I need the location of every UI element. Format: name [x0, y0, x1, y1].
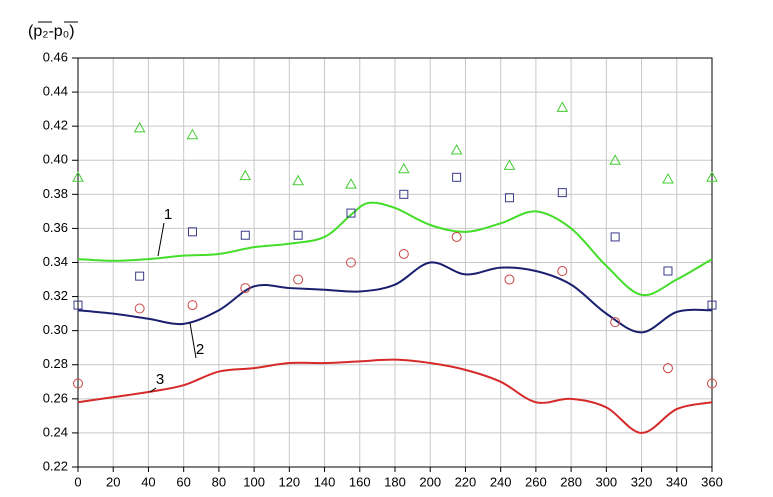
- square-marker: [293, 230, 303, 240]
- circle-marker: [134, 303, 145, 314]
- y-tick-label: 0.30: [43, 322, 68, 337]
- square-marker: [73, 300, 83, 310]
- curve-label: 3: [156, 371, 164, 388]
- y-tick-label: 0.42: [43, 118, 68, 133]
- y-tick-label: 0.32: [43, 288, 68, 303]
- x-tick-label: 180: [384, 474, 406, 489]
- x-tick-label: 100: [243, 474, 265, 489]
- leader-line: [157, 222, 165, 257]
- x-tick-label: 200: [419, 474, 441, 489]
- y-tick-label: 0.28: [43, 356, 68, 371]
- curve-label: 1: [164, 206, 172, 223]
- x-tick-label: 280: [560, 474, 582, 489]
- x-tick-label: 60: [176, 474, 190, 489]
- circle-marker: [451, 231, 462, 242]
- y-tick-label: 0.24: [43, 424, 68, 439]
- square-marker: [557, 188, 567, 198]
- x-tick-label: 220: [455, 474, 477, 489]
- triangle-marker: [556, 101, 569, 112]
- square-marker: [707, 300, 717, 310]
- curve: [77, 201, 713, 297]
- x-tick-label: 120: [278, 474, 300, 489]
- y-tick-label: 0.38: [43, 186, 68, 201]
- circle-marker: [707, 378, 717, 389]
- circle-marker: [557, 266, 568, 277]
- x-tick-label: 320: [631, 474, 653, 489]
- square-marker: [504, 193, 514, 203]
- circle-marker: [345, 257, 356, 268]
- circle-marker: [610, 317, 621, 328]
- y-tick-label: 0.26: [43, 390, 68, 405]
- circle-marker: [187, 300, 198, 311]
- y-tick-label: 0.36: [43, 220, 68, 235]
- circle-marker: [662, 363, 673, 374]
- curve: [77, 261, 713, 334]
- x-tick-label: 260: [525, 474, 547, 489]
- x-tick-label: 80: [212, 474, 226, 489]
- y-tick-label: 0.46: [43, 49, 68, 64]
- triangle-marker: [450, 143, 463, 155]
- triangle-marker: [706, 171, 718, 182]
- square-marker: [663, 266, 673, 276]
- y-axis-label: (p₂-p₀): [28, 23, 75, 40]
- curve: [77, 358, 713, 434]
- y-tick-label: 0.40: [43, 152, 68, 167]
- leader-line: [189, 322, 197, 359]
- triangle-marker: [72, 171, 84, 182]
- triangle-marker: [609, 154, 621, 165]
- triangle-marker: [503, 159, 516, 170]
- triangle-marker: [292, 174, 304, 186]
- x-tick-label: 20: [106, 474, 120, 489]
- y-tick-label: 0.22: [43, 458, 68, 473]
- x-tick-label: 300: [595, 474, 617, 489]
- circle-marker: [73, 378, 83, 389]
- triangle-marker: [397, 162, 410, 174]
- triangle-marker: [239, 169, 252, 181]
- x-tick-label: 340: [666, 474, 688, 489]
- square-marker: [399, 189, 409, 199]
- triangle-marker: [133, 121, 146, 133]
- square-marker: [346, 208, 356, 218]
- triangle-marker: [345, 178, 357, 189]
- square-marker: [187, 227, 197, 237]
- curve-label: 2: [196, 341, 204, 358]
- square-marker: [135, 271, 145, 281]
- leader-line: [149, 387, 157, 393]
- x-tick-label: 140: [314, 474, 336, 489]
- square-marker: [610, 232, 620, 242]
- y-tick-label: 0.44: [43, 84, 68, 99]
- x-tick-label: 40: [141, 474, 155, 489]
- circle-marker: [504, 274, 515, 285]
- y-tick-label: 0.34: [43, 254, 68, 269]
- x-tick-label: 0: [74, 474, 81, 489]
- triangle-marker: [662, 172, 674, 184]
- square-marker: [240, 230, 250, 240]
- circle-marker: [240, 283, 251, 294]
- plot-frame: [77, 57, 713, 468]
- x-tick-label: 360: [701, 474, 723, 489]
- x-tick-label: 240: [490, 474, 512, 489]
- circle-marker: [293, 274, 304, 285]
- triangle-marker: [186, 128, 199, 140]
- circle-marker: [398, 248, 409, 259]
- square-marker: [452, 172, 462, 182]
- x-tick-label: 160: [349, 474, 371, 489]
